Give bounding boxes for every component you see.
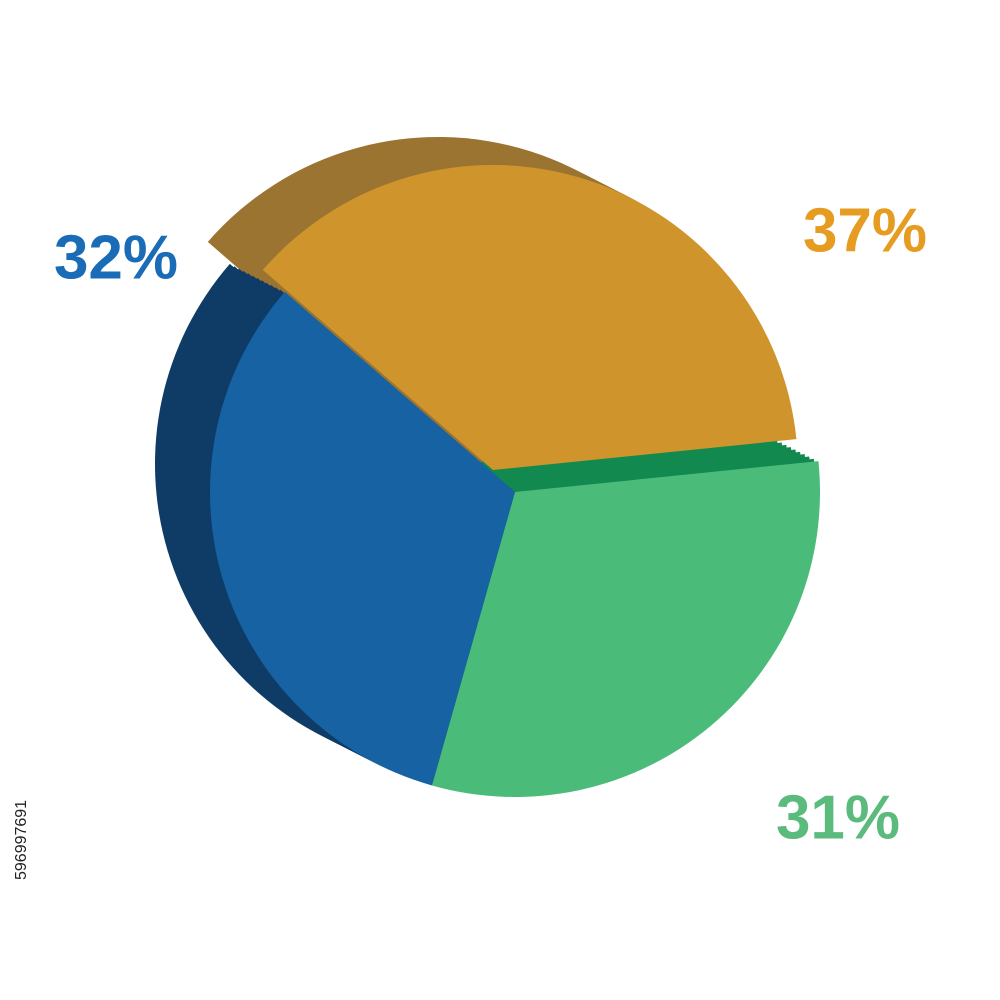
value-label: 31%	[776, 783, 900, 852]
slice	[262, 165, 797, 470]
watermark-id: 596997691	[13, 800, 30, 880]
slice	[431, 461, 820, 797]
value-label: 37%	[803, 196, 927, 265]
slice	[210, 291, 516, 786]
value-label: 32%	[54, 223, 178, 292]
